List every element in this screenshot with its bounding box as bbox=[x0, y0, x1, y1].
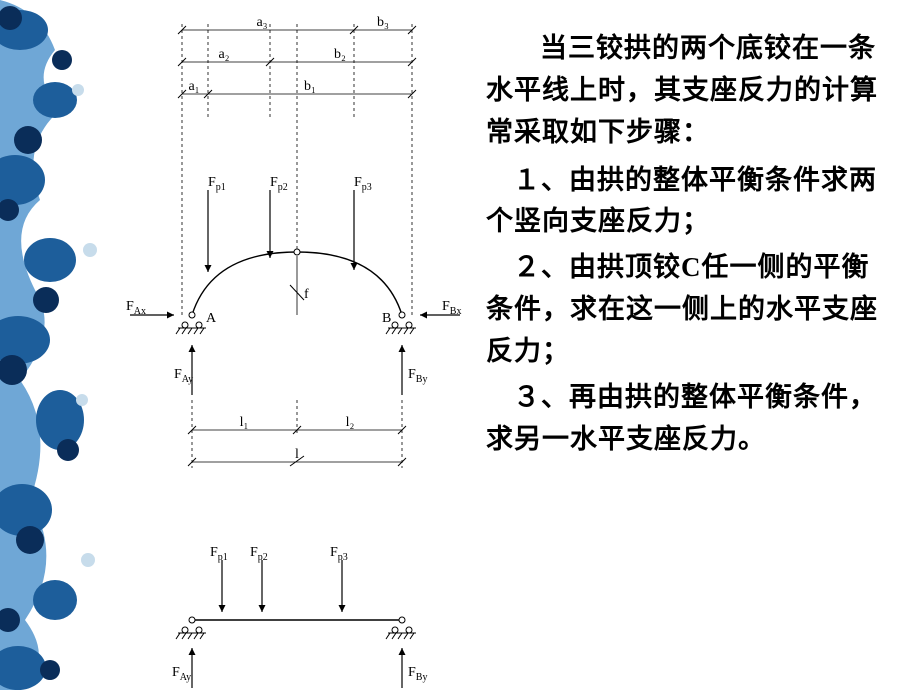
step1-text: １、由拱的整体平衡条件求两个竖向支座反力； bbox=[486, 160, 894, 244]
label-Fp1: Fp1 bbox=[208, 175, 226, 193]
text-column: 当三铰拱的两个底铰在一条水平线上时，其支座反力的计算常采取如下步骤： １、由拱的… bbox=[472, 0, 920, 690]
label-Fp3: Fp3 bbox=[354, 175, 372, 193]
svg-text:a₃: a₃ bbox=[256, 15, 267, 30]
dim-l2: l₂ bbox=[346, 415, 355, 430]
figure-column: a₃ b₃ a₂ b₂ a₁ b₁ Fp bbox=[112, 0, 472, 690]
label-FBy: FBy bbox=[408, 367, 427, 385]
step3-text: ３、再由拱的整体平衡条件，求另一水平支座反力。 bbox=[486, 377, 894, 461]
beam-FBy: FBy bbox=[408, 665, 427, 683]
intro-text: 当三铰拱的两个底铰在一条水平线上时，其支座反力的计算常采取如下步骤： bbox=[486, 28, 894, 154]
beam-Fp2: Fp2 bbox=[250, 545, 268, 563]
slide: a₃ b₃ a₂ b₂ a₁ b₁ Fp bbox=[0, 0, 920, 690]
dim-row-1: a₁ b₁ bbox=[178, 79, 416, 98]
label-B: B bbox=[382, 311, 391, 326]
svg-text:b₂: b₂ bbox=[334, 47, 346, 62]
dim-a3: a₃ bbox=[256, 15, 267, 30]
dim-a1: a₁ bbox=[188, 79, 199, 94]
beam-Fp3: Fp3 bbox=[330, 545, 348, 563]
label-Fp2: Fp2 bbox=[270, 175, 288, 193]
beam-diagram: Fp1 Fp2 Fp3 FAy FBy bbox=[172, 545, 427, 688]
dim-b2: b₂ bbox=[334, 47, 346, 62]
svg-text:a₂: a₂ bbox=[218, 47, 229, 62]
dim-b3: b₃ bbox=[377, 15, 389, 30]
step2-text: ２、由拱顶铰C任一侧的平衡条件，求在这一侧上的水平支座反力； bbox=[486, 247, 894, 373]
label-FAy: FAy bbox=[174, 367, 193, 385]
label-FAx: FAx bbox=[126, 299, 146, 317]
label-f: f bbox=[304, 287, 309, 302]
svg-text:b₃: b₃ bbox=[377, 15, 389, 30]
dim-l1: l₁ bbox=[240, 415, 249, 430]
svg-text:b₁: b₁ bbox=[304, 79, 316, 94]
beam-Fp1: Fp1 bbox=[210, 545, 228, 563]
label-FBx: FBx bbox=[442, 299, 461, 317]
dim-b1: b₁ bbox=[304, 79, 316, 94]
svg-text:a₁: a₁ bbox=[188, 79, 199, 94]
decor-strip bbox=[0, 0, 112, 690]
beam-FAy: FAy bbox=[172, 665, 191, 683]
label-A: A bbox=[206, 311, 217, 326]
dim-a2: a₂ bbox=[218, 47, 229, 62]
